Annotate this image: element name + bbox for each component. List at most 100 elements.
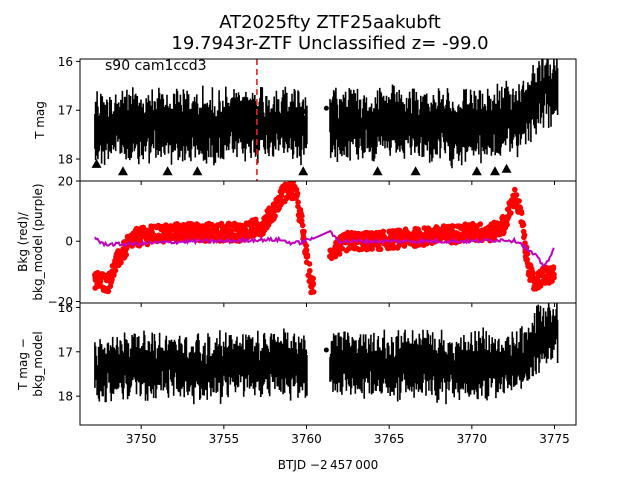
- x-tick-label: 3755: [209, 432, 240, 446]
- sector-camera-annotation: s90 cam1ccd3: [105, 58, 207, 74]
- panel-frame: [79, 302, 577, 426]
- bkg-point: [513, 192, 520, 198]
- y-axis-label: bkg_model (purple): [31, 183, 45, 300]
- bkg-point: [112, 267, 119, 274]
- y-tick-label: 16: [58, 55, 73, 69]
- flux-point: [302, 350, 308, 356]
- bkg-point: [299, 222, 306, 229]
- bkg-point: [299, 213, 305, 219]
- bkg-point: [339, 245, 346, 252]
- bkg-point: [522, 240, 528, 246]
- bkg-point: [477, 221, 484, 227]
- bkg-point: [242, 227, 249, 233]
- series-middle-Bkg: [92, 181, 557, 296]
- bkg-point: [310, 280, 317, 287]
- bkg-point: [310, 289, 317, 295]
- panel-middle: 20 0 −20 Bkg (red)/bkg_model (purple): [16, 175, 577, 309]
- bkg-point: [109, 276, 115, 283]
- bkg-point: [140, 224, 147, 231]
- bkg-point: [304, 252, 311, 258]
- bkg-point: [336, 251, 343, 257]
- series-top-faint-limit: [91, 158, 512, 176]
- figure-title-line1: AT2025fty ZTF25aakubft: [219, 12, 441, 33]
- limit-marker: [410, 166, 421, 176]
- series-middle-bkg_model: [94, 229, 555, 268]
- bkg-point: [332, 253, 339, 260]
- panel-middle-marks: [92, 181, 557, 296]
- bkg-point: [518, 210, 525, 216]
- limit-marker: [298, 166, 309, 176]
- y-axis-label: bkg_model: [31, 331, 45, 397]
- bkg-point: [380, 228, 387, 235]
- limit-marker: [471, 166, 482, 176]
- bkg-point: [504, 222, 510, 228]
- y-axis-label: T mag −: [16, 338, 30, 391]
- flux-point: [323, 347, 329, 353]
- panel-top: 16 17 18 T mag s90 cam1ccd3: [33, 55, 577, 185]
- bkg-point: [550, 266, 557, 272]
- bkg-point: [512, 186, 518, 193]
- bkg-point: [299, 218, 305, 224]
- x-tick-label: 3765: [374, 432, 405, 446]
- bkg-point: [369, 246, 375, 252]
- bkg-point: [450, 223, 457, 229]
- x-tick-label: 3760: [291, 432, 322, 446]
- x-tick-label: 3750: [126, 432, 157, 446]
- bkg-point: [272, 213, 278, 219]
- bkg-point: [118, 259, 124, 266]
- y-tick-label: 18: [58, 390, 73, 404]
- flux-point: [302, 108, 308, 114]
- series-bottom-flux: [94, 303, 559, 405]
- y-tick-label: 17: [58, 104, 73, 118]
- y-axis-label: Bkg (red)/: [16, 211, 30, 272]
- x-axis-label: BTJD −2 457 000: [278, 458, 378, 472]
- bkg-point: [290, 181, 297, 185]
- y-tick-label: 16: [58, 301, 73, 315]
- panel-bottom: 16 17 18 3750 3755 3760 3765 3770 3775 T mag − bkg…: [16, 301, 577, 446]
- bkg-point: [521, 232, 528, 238]
- y-axis-label: T mag: [33, 101, 47, 140]
- bkg-point: [520, 222, 527, 228]
- bkg-point: [377, 246, 384, 253]
- y-tick-label: 0: [65, 235, 73, 249]
- limit-marker: [372, 166, 383, 176]
- limit-marker: [501, 163, 512, 173]
- bkg-point: [228, 228, 235, 234]
- bkg-point: [306, 261, 313, 267]
- limit-marker: [162, 166, 173, 176]
- figure-title-line2: 19.7943r-ZTF Unclassified z= -99.0: [171, 33, 488, 54]
- y-tick-label: 18: [58, 153, 73, 167]
- flux-errorbars: [94, 59, 559, 169]
- bkg-point: [294, 190, 301, 197]
- bkg-point: [516, 198, 522, 204]
- y-tick-label: 20: [58, 175, 73, 189]
- series-top-flux: [94, 59, 559, 169]
- bkg-point: [123, 252, 129, 258]
- flux-point: [323, 105, 329, 111]
- limit-marker: [192, 166, 203, 176]
- bkg-point: [303, 242, 310, 249]
- y-tick-label: 17: [58, 345, 73, 359]
- limit-marker: [91, 158, 102, 168]
- bkg-point: [295, 199, 301, 205]
- bkg-point: [303, 247, 310, 253]
- bkg-point: [508, 210, 514, 216]
- bkg-point: [529, 269, 536, 276]
- bkg-point: [501, 229, 507, 235]
- bkg-point: [310, 275, 317, 282]
- bkg-point: [524, 251, 531, 257]
- limit-marker: [489, 166, 500, 176]
- limit-marker: [117, 166, 128, 176]
- bkg-point: [301, 228, 307, 235]
- bkg-model-line: [94, 229, 555, 268]
- bkg-point: [307, 267, 313, 274]
- panel-bottom-marks: [94, 303, 559, 405]
- flux-errorbars: [94, 303, 559, 405]
- x-tick-label: 3775: [539, 432, 570, 446]
- bkg-point: [551, 274, 557, 281]
- y-tick-label: −20: [48, 295, 73, 309]
- x-tick-label: 3770: [457, 432, 488, 446]
- panel-top-marks: [91, 59, 559, 176]
- bkg-point: [111, 272, 117, 278]
